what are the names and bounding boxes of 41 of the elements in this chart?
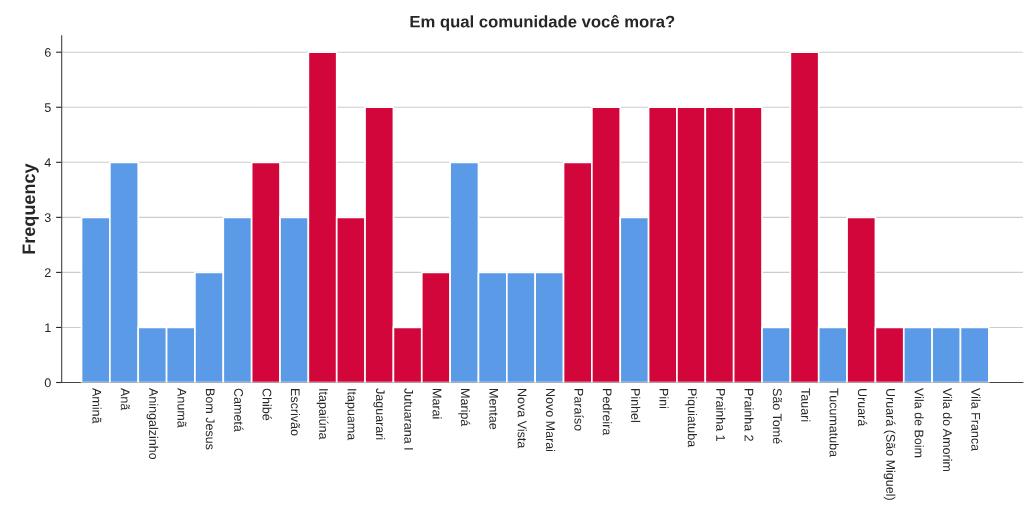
x-tick-label: Pini: [659, 389, 669, 409]
x-tick-label: Tucumatuba: [829, 388, 839, 458]
y-tick-label: 0: [44, 378, 51, 388]
x-tick-label: Anã: [120, 388, 130, 411]
x-tick-label: Paraíso: [574, 389, 584, 431]
x-tick-label: Jutuarana I: [404, 388, 413, 450]
y-axis-title: Frequency: [22, 163, 39, 254]
y-tick-label: 3: [44, 213, 51, 223]
x-tick-label: Pinhel: [631, 389, 641, 422]
x-tick-label: Vila de Boim: [914, 388, 924, 458]
x-tick-label: São Tomé: [772, 388, 783, 444]
x-tick-label: Nova Vista: [517, 389, 527, 449]
x-tick-label: Tauari: [801, 388, 811, 422]
y-tick-label: 2: [44, 268, 51, 277]
y-tick-label: 6: [44, 48, 51, 57]
x-tick-label: Bom Jesus: [205, 389, 215, 450]
x-tick-label: Vila Franca: [971, 388, 981, 452]
x-tick-label: Cametá: [234, 388, 244, 432]
x-tick-label: Jaguarari: [373, 388, 386, 440]
x-tick-label: Escrivão: [290, 389, 300, 436]
x-tick-label: Vila do Amorim: [942, 388, 953, 472]
x-tick-label: Aminã: [92, 388, 102, 424]
x-tick-label: Pedreira: [602, 389, 612, 436]
x-tick-label: Piquiatuba: [685, 389, 697, 448]
chart-title: Em qual comunidade você mora?: [410, 14, 675, 31]
x-tick-label: Itapaiúna: [316, 389, 329, 440]
x-tick-label: Uruará (São Miguel): [883, 389, 896, 500]
x-tick-label: Aningalzinho: [146, 388, 159, 460]
x-tick-label: Novo Marai: [546, 389, 556, 452]
x-tick-label: Prainha 1: [716, 389, 726, 441]
y-tick-label: 5: [44, 103, 51, 112]
x-tick-label: Uruará: [857, 389, 868, 427]
y-tick-label: 1: [45, 323, 51, 332]
x-tick-label: Prainha 2: [744, 389, 754, 441]
x-tick-label: Marai: [432, 389, 442, 419]
x-tick-label: Chibé: [262, 388, 272, 421]
y-tick-label: 4: [44, 158, 51, 167]
x-tick-label: Anumã: [177, 388, 187, 428]
x-tick-label: Maripá: [458, 389, 471, 427]
x-tick-label: Itapuama: [345, 389, 357, 441]
x-tick-label: Mentae: [489, 389, 499, 430]
